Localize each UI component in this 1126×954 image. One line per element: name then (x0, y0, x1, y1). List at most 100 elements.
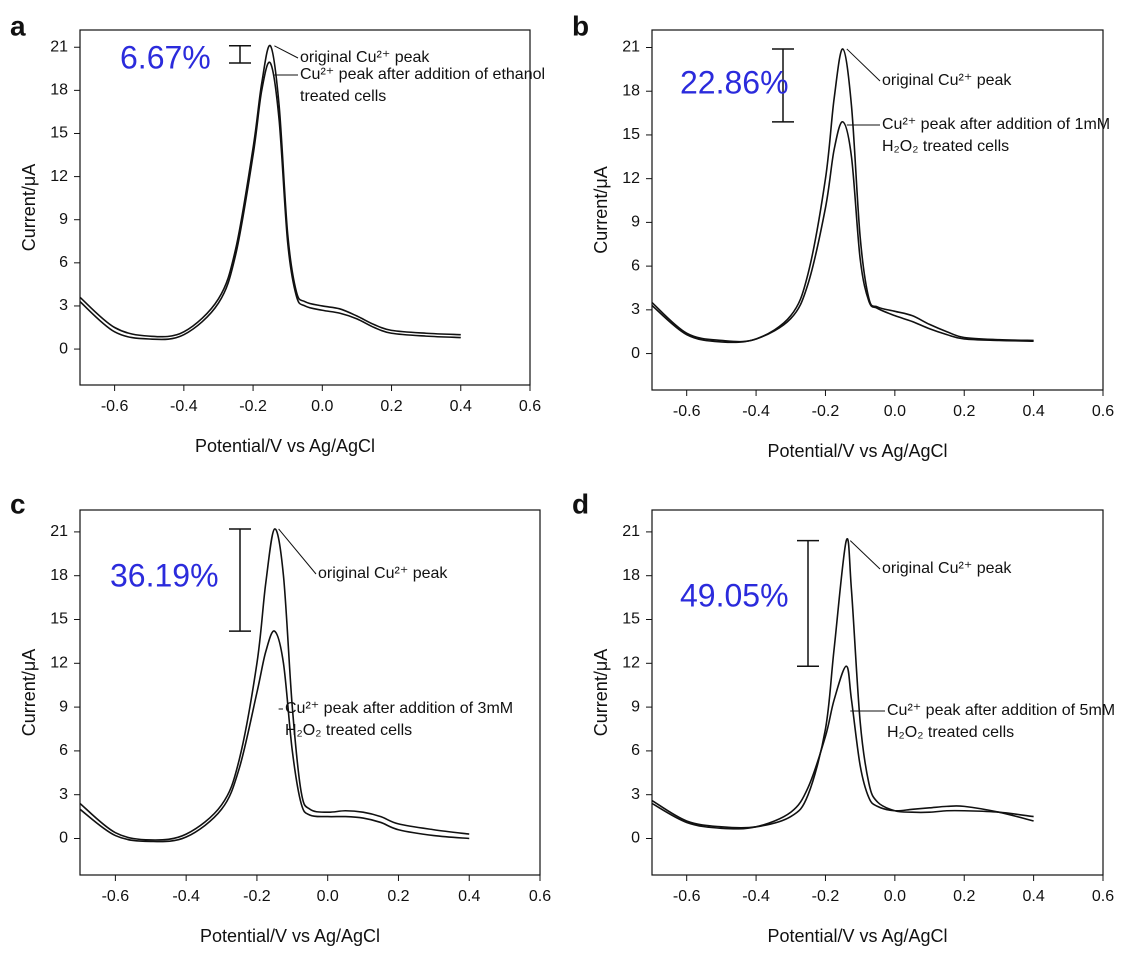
panel-letter: a (10, 10, 26, 41)
series-label-box: Cu²⁺ peak after addition of 3mM H₂O₂ tre… (285, 700, 514, 739)
y-tick-label: 21 (50, 523, 68, 540)
plot-frame (651, 509, 1104, 876)
y-tick-label: 15 (622, 126, 640, 143)
x-tick-label: 0.6 (1092, 888, 1114, 905)
x-tick-label: 0.6 (529, 888, 551, 905)
series-label: Cu²⁺ peak after addition of ethanol trea… (300, 66, 546, 105)
x-tick-label: 0.2 (953, 403, 975, 420)
plot-frame (79, 29, 531, 386)
series-line (651, 665, 1034, 830)
x-tick-label: -0.6 (102, 888, 130, 905)
leader-line (849, 540, 881, 570)
series-label: original Cu²⁺ peak (300, 49, 430, 66)
y-tick-label: 15 (622, 611, 640, 628)
x-tick-label: 0.2 (387, 888, 409, 905)
series-line (79, 44, 461, 338)
x-axis-title: Potential/V vs Ag/AgCl (195, 436, 375, 456)
y-tick-label: 21 (622, 523, 640, 540)
x-tick-label: 0.0 (311, 398, 333, 415)
series-label-box: original Cu²⁺ peak (300, 49, 430, 66)
panel-letter: d (572, 488, 589, 519)
y-tick-label: 18 (622, 567, 640, 584)
y-tick-label: 12 (622, 655, 640, 672)
x-tick-label: 0.2 (380, 398, 402, 415)
leader-line (278, 528, 317, 575)
series-label: Cu²⁺ peak after addition of 5mM H₂O₂ tre… (887, 702, 1116, 741)
y-tick-label: 3 (59, 786, 68, 803)
leader-line (846, 48, 881, 82)
series-label: original Cu²⁺ peak (882, 72, 1012, 89)
y-tick-label: 6 (59, 254, 68, 271)
plot-frame (79, 509, 541, 876)
series-line (651, 538, 1034, 829)
y-tick-label: 21 (50, 38, 68, 55)
x-tick-label: -0.6 (673, 403, 701, 420)
y-axis-title: Current/μA (591, 166, 611, 253)
y-tick-label: 9 (59, 211, 68, 228)
series-label: Cu²⁺ peak after addition of 1mM H₂O₂ tre… (882, 116, 1111, 155)
series-line (651, 121, 1034, 344)
x-tick-label: 0.2 (953, 888, 975, 905)
y-tick-label: 18 (50, 82, 68, 99)
y-tick-label: 21 (622, 39, 640, 56)
plot-frame (651, 29, 1104, 391)
series-label-box: original Cu²⁺ peak (882, 72, 1012, 89)
series-label-box: Cu²⁺ peak after addition of 5mM H₂O₂ tre… (887, 702, 1116, 741)
x-tick-label: -0.2 (239, 398, 267, 415)
x-tick-label: 0.4 (450, 398, 472, 415)
decrease-percent: 6.67% (120, 39, 211, 75)
series-label: original Cu²⁺ peak (318, 565, 448, 582)
y-tick-label: 12 (50, 168, 68, 185)
x-tick-label: 0.0 (317, 888, 339, 905)
y-tick-label: 12 (622, 170, 640, 187)
x-tick-label: 0.0 (884, 403, 906, 420)
x-axis-title: Potential/V vs Ag/AgCl (200, 926, 380, 946)
y-axis-title: Current/μA (19, 649, 39, 736)
y-tick-label: 9 (59, 698, 68, 715)
y-tick-label: 6 (631, 257, 640, 274)
y-tick-label: 12 (50, 655, 68, 672)
x-tick-label: -0.6 (673, 888, 701, 905)
y-tick-label: 3 (59, 297, 68, 314)
x-tick-label: -0.2 (243, 888, 271, 905)
y-tick-label: 9 (631, 698, 640, 715)
decrease-percent: 49.05% (680, 577, 789, 613)
x-tick-label: -0.2 (812, 403, 840, 420)
x-tick-label: -0.6 (101, 398, 129, 415)
series-label-box: Cu²⁺ peak after addition of ethanol trea… (300, 66, 546, 105)
series-line (79, 528, 470, 841)
panel-letter: b (572, 10, 589, 41)
series-label: Cu²⁺ peak after addition of 3mM H₂O₂ tre… (285, 700, 514, 739)
series-line (79, 630, 470, 843)
y-tick-label: 18 (50, 567, 68, 584)
series-label-box: original Cu²⁺ peak (882, 560, 1011, 577)
y-axis-title: Current/μA (19, 164, 39, 251)
x-tick-label: -0.4 (170, 398, 198, 415)
y-tick-label: 6 (59, 742, 68, 759)
x-tick-label: -0.4 (172, 888, 200, 905)
y-tick-label: 15 (50, 611, 68, 628)
y-tick-label: 3 (631, 786, 640, 803)
x-tick-label: 0.4 (458, 888, 480, 905)
y-tick-label: 0 (631, 830, 640, 847)
y-tick-label: 6 (631, 742, 640, 759)
series-label-box: Cu²⁺ peak after addition of 1mM H₂O₂ tre… (882, 116, 1111, 155)
x-tick-label: -0.4 (742, 888, 770, 905)
leader-line (274, 45, 299, 59)
decrease-percent: 36.19% (110, 557, 219, 593)
x-axis-title: Potential/V vs Ag/AgCl (767, 926, 947, 946)
y-tick-label: 0 (631, 345, 640, 362)
y-tick-label: 0 (59, 830, 68, 847)
decrease-percent: 22.86% (680, 64, 789, 100)
y-tick-label: 9 (631, 214, 640, 231)
x-tick-label: 0.4 (1022, 888, 1044, 905)
y-tick-label: 18 (622, 82, 640, 99)
series-label-box: original Cu²⁺ peak (318, 565, 448, 582)
x-axis-title: Potential/V vs Ag/AgCl (767, 441, 947, 461)
y-tick-label: 15 (50, 125, 68, 142)
x-tick-label: 0.0 (884, 888, 906, 905)
y-tick-label: 0 (59, 340, 68, 357)
x-tick-label: 0.6 (519, 398, 541, 415)
series-line (79, 61, 461, 341)
